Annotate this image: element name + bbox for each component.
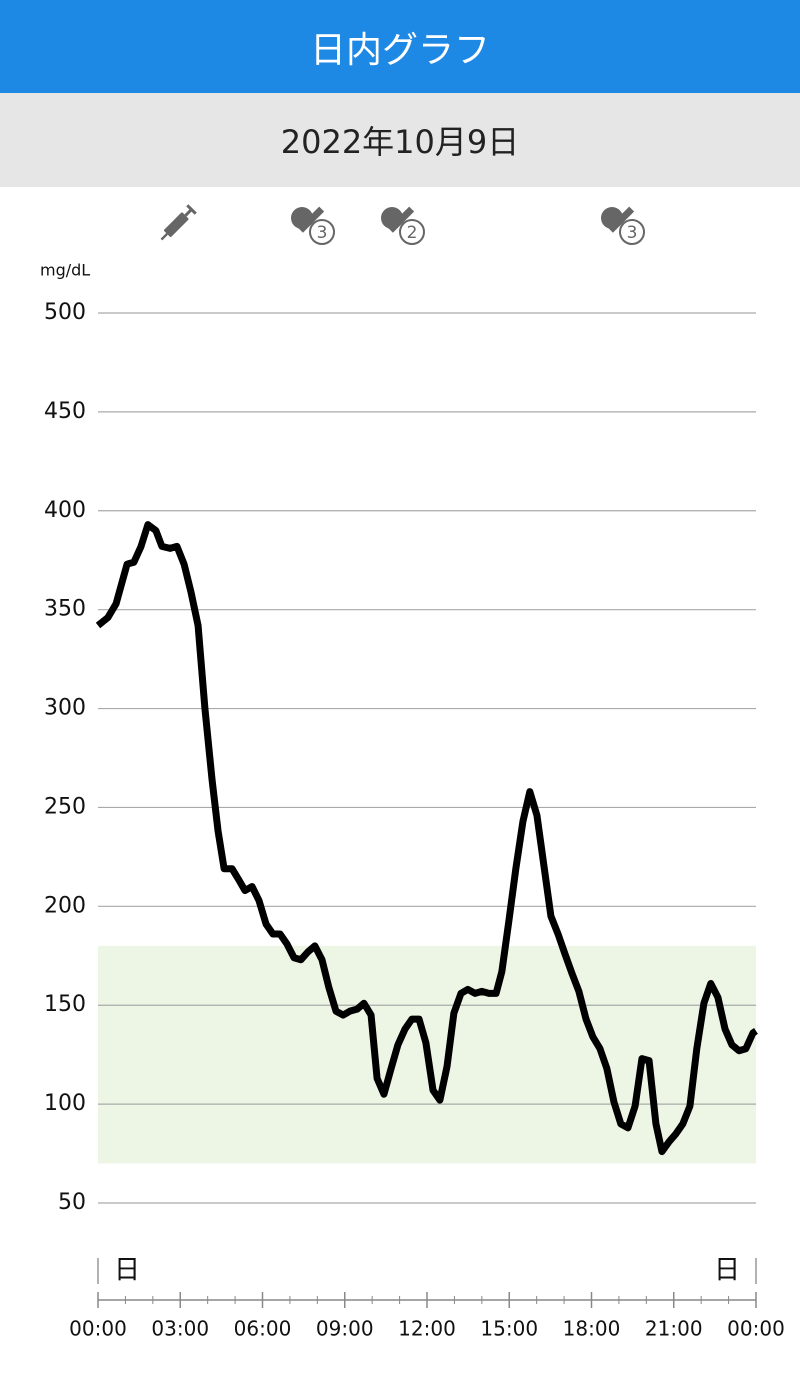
- glucose-line: [95, 521, 758, 1156]
- x-tick-label: 15:00: [480, 1317, 538, 1341]
- badge-count: 3: [627, 223, 638, 243]
- date-bar[interactable]: 2022年10月9日: [0, 93, 800, 187]
- x-tick-label: 09:00: [316, 1317, 374, 1341]
- y-tick-label: 100: [44, 1091, 86, 1116]
- meal-insulin-icon: 2: [381, 206, 425, 245]
- meal-insulin-icon: 3: [291, 206, 335, 245]
- x-tick-label: 21:00: [645, 1317, 703, 1341]
- x-tick-label: 00:00: [727, 1317, 785, 1341]
- badge-count: 3: [317, 223, 328, 243]
- badge: [309, 219, 335, 245]
- x-tick-label: 18:00: [563, 1317, 621, 1341]
- app-header: 日内グラフ: [0, 0, 800, 93]
- x-tick-label: 03:00: [151, 1317, 209, 1341]
- badge: [619, 219, 645, 245]
- y-tick-label: 50: [58, 1190, 86, 1215]
- y-axis-label: mg/dL: [40, 261, 90, 280]
- day-label: 日: [714, 1256, 740, 1286]
- x-tick-label: 12:00: [398, 1317, 456, 1341]
- y-tick-label: 400: [44, 498, 86, 523]
- x-tick-label: 06:00: [234, 1317, 292, 1341]
- y-tick-label: 300: [44, 696, 86, 721]
- y-tick-label: 250: [44, 794, 86, 819]
- badge-count: 2: [407, 223, 418, 243]
- y-tick-label: 150: [44, 992, 86, 1017]
- y-tick-label: 450: [44, 399, 86, 424]
- syringe-shape: [607, 206, 635, 233]
- syringe-shape: [387, 206, 415, 233]
- meal-insulin-icon: 3: [601, 206, 645, 245]
- y-tick-label: 200: [44, 893, 86, 918]
- day-label: 日: [114, 1256, 140, 1286]
- x-tick-label: 00:00: [69, 1317, 127, 1341]
- badge: [399, 219, 425, 245]
- syringe-icon: [160, 204, 197, 241]
- y-tick-label: 350: [44, 597, 86, 622]
- y-tick-label: 500: [44, 300, 86, 325]
- syringe-shape: [297, 206, 325, 233]
